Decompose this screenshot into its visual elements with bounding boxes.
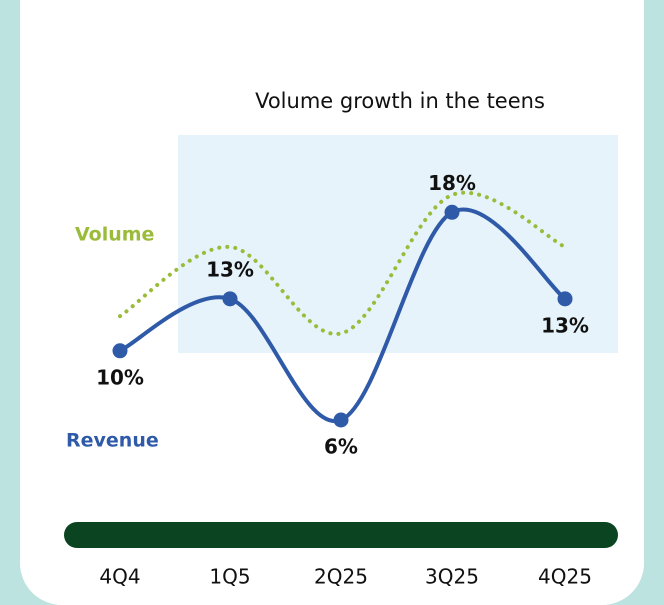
x-tick-label: 2Q25 <box>314 565 368 589</box>
data-point <box>333 412 349 428</box>
series-label: Volume <box>75 224 154 246</box>
x-tick-label: 1Q5 <box>209 565 250 589</box>
data-label: 6% <box>324 435 358 459</box>
data-point <box>222 291 238 307</box>
data-label: 13% <box>206 257 254 281</box>
data-label: 10% <box>96 365 144 389</box>
x-tick-label: 3Q25 <box>425 565 479 589</box>
x-tick-label: 4Q25 <box>538 565 592 589</box>
series-line <box>118 190 567 336</box>
data-label: 13% <box>541 313 589 337</box>
data-label: 18% <box>428 171 476 195</box>
data-point <box>444 204 460 220</box>
x-tick-label: 4Q4 <box>99 565 140 589</box>
chart-title: Volume growth in the teens <box>255 89 545 113</box>
data-point <box>557 291 573 307</box>
data-point <box>112 343 128 359</box>
series-line <box>118 207 567 424</box>
axis-bar <box>64 522 618 548</box>
series-label: Revenue <box>66 430 159 452</box>
